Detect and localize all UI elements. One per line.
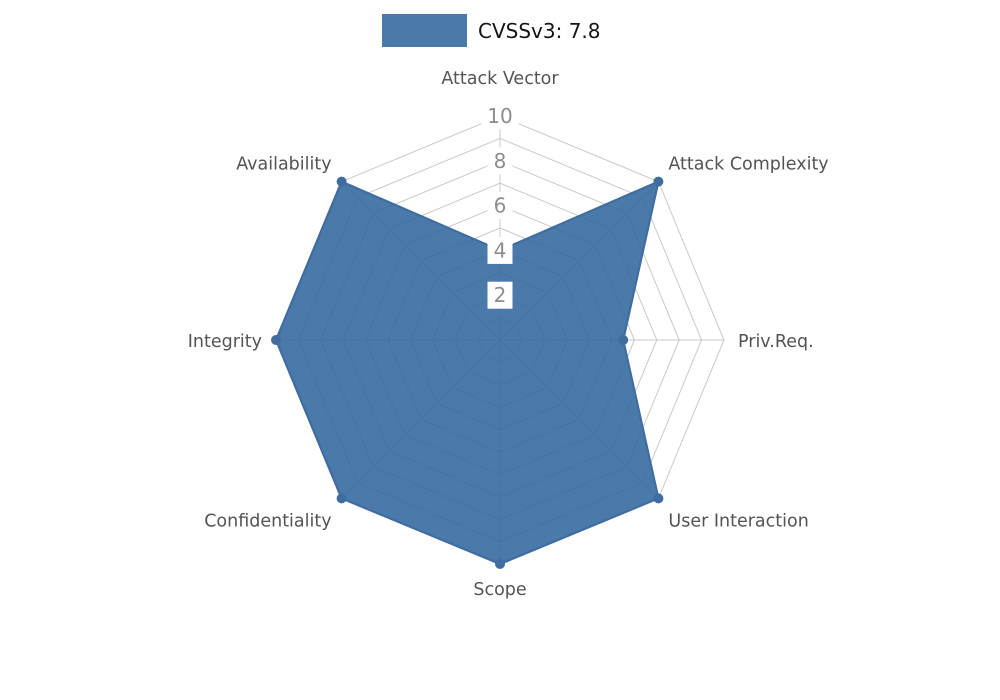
data-point-marker xyxy=(495,559,505,569)
data-point-marker xyxy=(618,335,629,345)
data-point-marker xyxy=(653,176,664,187)
data-point-marker xyxy=(336,493,347,504)
axis-label: Confidentiality xyxy=(204,511,331,531)
tick-label: 10 xyxy=(487,104,512,128)
axis-label: Priv.Req. xyxy=(738,332,814,352)
axis-label: Availability xyxy=(236,155,331,175)
tick-label: 8 xyxy=(494,149,507,173)
tick-label-bg xyxy=(487,236,513,264)
tick-label: 4 xyxy=(494,238,507,262)
legend-swatch xyxy=(382,14,467,47)
axis-label: Scope xyxy=(473,580,526,600)
chart-legend: CVSSv3: 7.8 xyxy=(382,14,601,47)
legend-label: CVSSv3: 7.8 xyxy=(478,18,601,43)
axis-label: Attack Vector xyxy=(441,69,559,89)
data-point-marker xyxy=(653,493,664,504)
axis-label: User Interaction xyxy=(668,511,808,531)
tick-label-bg xyxy=(481,102,519,130)
tick-label: 6 xyxy=(494,194,507,218)
axis-label: Attack Complexity xyxy=(668,155,828,175)
tick-label-bg xyxy=(487,281,513,309)
axis-label: Integrity xyxy=(188,332,262,352)
tick-label: 2 xyxy=(494,283,507,307)
data-point-marker xyxy=(271,335,281,345)
tick-label-bg xyxy=(487,147,513,175)
data-polygon xyxy=(274,180,660,566)
tick-label-bg xyxy=(487,192,513,220)
data-point-marker xyxy=(336,176,347,187)
